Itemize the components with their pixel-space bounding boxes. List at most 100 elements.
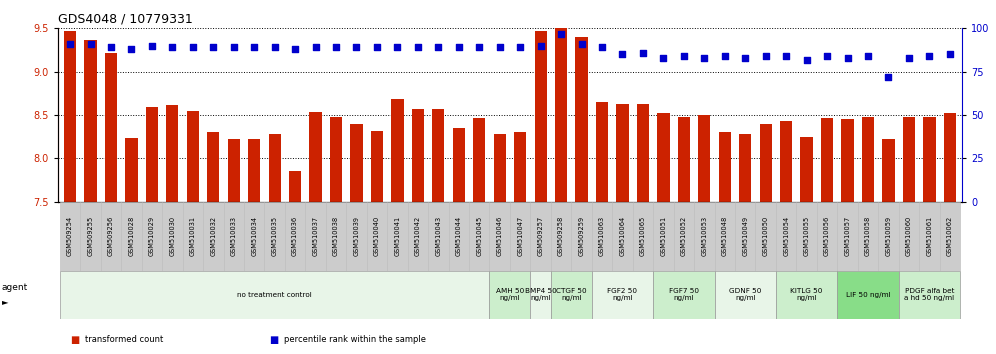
Text: GSM510049: GSM510049 <box>742 216 748 256</box>
Bar <box>367 202 387 271</box>
Bar <box>289 171 301 354</box>
Bar <box>411 109 424 354</box>
Bar <box>141 202 162 271</box>
Point <box>553 31 569 36</box>
Bar <box>347 202 367 271</box>
Text: GSM510041: GSM510041 <box>394 216 400 256</box>
Point <box>471 45 487 50</box>
Point <box>349 45 365 50</box>
Point <box>103 45 119 50</box>
Text: ►: ► <box>2 297 9 306</box>
Bar <box>330 117 343 354</box>
Point <box>901 55 917 61</box>
Bar <box>776 202 797 271</box>
Point <box>840 55 856 61</box>
Text: GSM510035: GSM510035 <box>272 216 278 256</box>
Point <box>205 45 221 50</box>
Bar <box>617 104 628 354</box>
Text: GSM510030: GSM510030 <box>169 216 175 256</box>
Point <box>512 45 528 50</box>
Point <box>921 53 937 59</box>
Bar <box>310 113 322 354</box>
Bar <box>838 202 858 271</box>
Bar <box>101 202 122 271</box>
Point <box>226 45 242 50</box>
Bar <box>551 271 592 319</box>
Text: PDGF alfa bet
a hd 50 ng/ml: PDGF alfa bet a hd 50 ng/ml <box>904 288 954 301</box>
Bar <box>677 117 690 354</box>
Bar <box>182 202 203 271</box>
Point <box>676 53 692 59</box>
Bar <box>407 202 428 271</box>
Bar <box>698 115 710 354</box>
Point <box>942 52 958 57</box>
Bar <box>596 102 609 354</box>
Bar <box>105 53 118 354</box>
Bar <box>944 113 956 354</box>
Bar <box>125 138 137 354</box>
Point <box>799 57 815 62</box>
Bar <box>632 202 653 271</box>
Point <box>185 45 201 50</box>
Point <box>717 53 733 59</box>
Bar <box>760 124 772 354</box>
Point <box>369 45 384 50</box>
Text: GSM510032: GSM510032 <box>210 216 216 256</box>
Point <box>615 52 630 57</box>
Bar <box>919 202 939 271</box>
Bar <box>489 202 510 271</box>
Bar <box>882 139 894 354</box>
Text: FGF7 50
ng/ml: FGF7 50 ng/ml <box>669 288 699 301</box>
Text: AMH 50
ng/ml: AMH 50 ng/ml <box>496 288 524 301</box>
Text: GSM510036: GSM510036 <box>292 216 298 256</box>
Bar <box>166 105 178 354</box>
Text: GDS4048 / 10779331: GDS4048 / 10779331 <box>58 13 192 26</box>
Point <box>389 45 405 50</box>
Point <box>308 45 324 50</box>
Point <box>328 45 344 50</box>
Text: GSM510058: GSM510058 <box>865 216 872 256</box>
Bar <box>432 109 444 354</box>
Bar <box>576 37 588 354</box>
Text: GSM509257: GSM509257 <box>538 216 544 256</box>
Bar <box>494 134 506 354</box>
Text: GSM509259: GSM509259 <box>579 216 585 256</box>
Text: GSM510065: GSM510065 <box>640 216 646 256</box>
Point <box>124 46 139 52</box>
Bar <box>719 132 731 354</box>
Point <box>594 45 610 50</box>
Point <box>492 45 508 50</box>
Bar <box>391 99 403 354</box>
Point <box>574 41 590 47</box>
Text: GSM510040: GSM510040 <box>374 216 379 256</box>
Text: GSM510031: GSM510031 <box>190 216 196 256</box>
Point <box>635 50 651 56</box>
Bar <box>473 118 485 354</box>
Bar <box>514 132 526 354</box>
Text: GSM510047: GSM510047 <box>517 216 523 256</box>
Text: GSM510028: GSM510028 <box>128 216 134 256</box>
Bar <box>64 31 76 354</box>
Point <box>737 55 753 61</box>
Point <box>696 55 712 61</box>
Bar <box>469 202 489 271</box>
Text: GSM510048: GSM510048 <box>722 216 728 256</box>
Point <box>62 41 78 47</box>
Text: GSM510034: GSM510034 <box>251 216 257 256</box>
Bar <box>939 202 960 271</box>
Text: GSM509256: GSM509256 <box>108 216 114 256</box>
Bar <box>264 202 285 271</box>
Text: agent: agent <box>2 283 28 292</box>
Bar <box>306 202 326 271</box>
Bar <box>756 202 776 271</box>
Text: FGF2 50
ng/ml: FGF2 50 ng/ml <box>608 288 637 301</box>
Text: GSM509254: GSM509254 <box>67 216 73 256</box>
Bar <box>228 139 240 354</box>
Bar <box>531 271 551 319</box>
Text: ■: ■ <box>70 335 79 345</box>
Text: GSM510042: GSM510042 <box>415 216 421 256</box>
Text: GSM510044: GSM510044 <box>456 216 462 256</box>
Bar <box>448 202 469 271</box>
Text: no treatment control: no treatment control <box>237 292 312 298</box>
Bar <box>735 202 756 271</box>
